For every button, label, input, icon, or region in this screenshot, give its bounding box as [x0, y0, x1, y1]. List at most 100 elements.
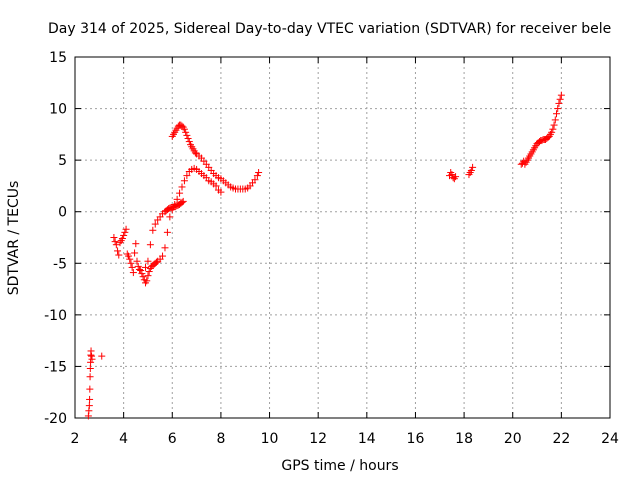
- data-point: [126, 255, 134, 263]
- data-point: [548, 128, 556, 136]
- x-tick-label: 16: [407, 431, 425, 447]
- data-point: [110, 234, 118, 241]
- data-point: [180, 177, 188, 185]
- data-point: [112, 241, 120, 249]
- data-point: [125, 252, 132, 260]
- data-point: [86, 364, 94, 372]
- data-point: [121, 228, 129, 236]
- data-point: [131, 249, 139, 257]
- x-tick-label: 10: [261, 431, 279, 447]
- x-tick-label: 8: [216, 431, 225, 447]
- data-point: [183, 172, 191, 180]
- data-point: [137, 267, 145, 275]
- data-point: [178, 198, 186, 206]
- data-point: [139, 273, 147, 281]
- data-point: [253, 172, 261, 180]
- data-point: [133, 257, 141, 265]
- data-point: [182, 128, 190, 136]
- data-point: [180, 125, 188, 133]
- chart-title: Day 314 of 2025, Sidereal Day-to-day VTE…: [48, 21, 611, 37]
- data-point: [550, 121, 558, 129]
- data-point: [556, 95, 564, 103]
- data-point: [163, 228, 171, 236]
- y-tick-label: 0: [58, 205, 67, 221]
- y-tick-label: 5: [58, 153, 67, 169]
- data-series-sdtvar: [84, 91, 565, 420]
- x-axis: 2 4 6 8 10 12 14 16 18 20 22 24: [71, 57, 619, 447]
- data-point: [549, 125, 557, 133]
- x-tick-label: 18: [455, 431, 473, 447]
- x-tick-label: 2: [71, 431, 80, 447]
- data-point: [217, 188, 225, 196]
- data-point: [551, 116, 559, 124]
- data-point: [151, 220, 159, 228]
- data-point: [469, 163, 477, 171]
- data-point: [88, 355, 96, 363]
- x-tick-label: 6: [168, 431, 177, 447]
- data-point: [120, 231, 128, 239]
- data-point: [118, 235, 126, 243]
- data-point: [144, 257, 152, 265]
- data-point: [251, 176, 259, 184]
- data-point: [135, 265, 143, 273]
- data-point: [87, 358, 95, 366]
- data-point: [134, 262, 142, 270]
- data-point: [144, 272, 152, 280]
- data-point: [178, 183, 186, 191]
- data-point: [452, 173, 460, 181]
- data-point: [115, 251, 123, 259]
- x-tick-label: 14: [358, 431, 376, 447]
- data-point: [161, 244, 169, 252]
- y-tick-label: 15: [49, 50, 67, 66]
- data-point: [553, 110, 560, 118]
- data-point: [179, 197, 187, 205]
- x-tick-label: 22: [552, 431, 570, 447]
- data-point: [185, 138, 193, 146]
- data-point: [467, 166, 475, 174]
- plot-border: [74, 56, 611, 419]
- data-point: [149, 226, 157, 234]
- data-point: [145, 268, 153, 276]
- data-point: [554, 105, 562, 113]
- data-point: [146, 241, 154, 249]
- y-tick-label: -15: [44, 359, 67, 375]
- data-point: [132, 240, 140, 248]
- data-point: [173, 195, 181, 203]
- data-point: [166, 213, 174, 221]
- x-tick-label: 24: [601, 431, 619, 447]
- data-point: [191, 149, 199, 157]
- y-axis: -20 -15 -10 -5 0 5 10 15: [44, 50, 610, 427]
- data-point: [255, 169, 263, 177]
- data-point: [122, 225, 130, 233]
- y-axis-title: SDTVAR / TECUs: [6, 181, 22, 296]
- data-point: [129, 269, 137, 277]
- data-point: [98, 352, 106, 360]
- plot-frame: [74, 56, 611, 419]
- data-point: [86, 373, 94, 381]
- y-tick-label: -20: [44, 411, 67, 427]
- data-point: [86, 385, 94, 393]
- data-point: [176, 189, 184, 197]
- data-point: [114, 247, 122, 255]
- x-tick-label: 20: [504, 431, 522, 447]
- x-tick-label: 4: [119, 431, 128, 447]
- data-point: [448, 171, 456, 179]
- y-tick-label: -5: [53, 256, 67, 272]
- data-point: [143, 277, 151, 285]
- data-point: [184, 134, 192, 142]
- data-point: [555, 99, 563, 107]
- data-point: [138, 270, 146, 278]
- data-point: [159, 252, 167, 260]
- data-point: [557, 91, 565, 99]
- data-point: [111, 238, 119, 246]
- grid: [75, 57, 610, 418]
- data-point: [183, 131, 191, 139]
- data-point: [212, 182, 220, 190]
- y-tick-label: 10: [49, 102, 67, 118]
- data-point: [86, 395, 94, 403]
- y-tick-label: -10: [44, 308, 67, 324]
- data-point: [152, 258, 160, 266]
- x-tick-label: 12: [309, 431, 327, 447]
- data-point: [142, 263, 150, 271]
